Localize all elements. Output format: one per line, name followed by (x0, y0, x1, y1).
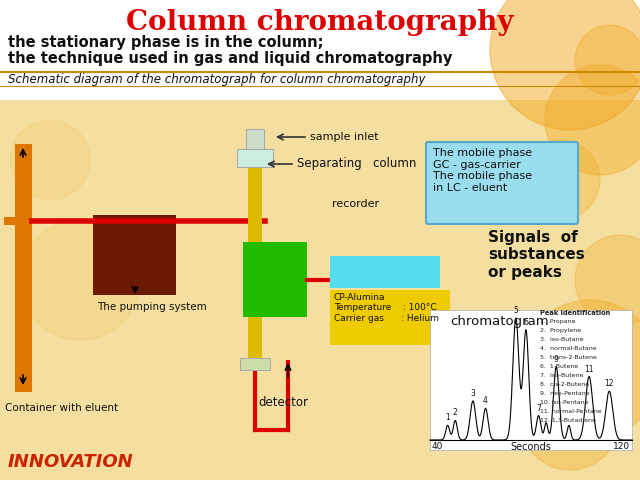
Text: INNOVATION: INNOVATION (8, 453, 134, 471)
Text: Separating   column: Separating column (297, 157, 417, 170)
Text: 8.  cis-2-Butene: 8. cis-2-Butene (540, 382, 589, 387)
Text: 12: 12 (605, 379, 614, 388)
Circle shape (520, 140, 600, 220)
Text: 120: 120 (613, 442, 630, 451)
Text: 12. 1,3-Butadiene: 12. 1,3-Butadiene (540, 418, 596, 423)
Circle shape (20, 220, 140, 340)
Text: Seconds: Seconds (511, 442, 552, 452)
Circle shape (520, 300, 640, 440)
Text: the stationary phase is in the column;: the stationary phase is in the column; (8, 35, 323, 49)
Text: Container with eluent: Container with eluent (5, 403, 118, 413)
Text: 3.  iso-Butane: 3. iso-Butane (540, 337, 584, 342)
Text: 2.  Propylene: 2. Propylene (540, 328, 581, 333)
Text: 4.  normal-Butane: 4. normal-Butane (540, 346, 596, 351)
Bar (15, 144, 32, 392)
Text: 11. normal-Pentane: 11. normal-Pentane (540, 409, 602, 414)
Text: Schematic diagram of the chromatograph for column chromatography: Schematic diagram of the chromatograph f… (8, 72, 426, 85)
Bar (246, 129, 264, 149)
Bar (4, 217, 17, 225)
Circle shape (490, 0, 640, 130)
Circle shape (575, 235, 640, 325)
FancyBboxPatch shape (426, 142, 578, 224)
Text: 6: 6 (524, 318, 529, 327)
Circle shape (10, 120, 90, 200)
Text: 6.  1-Butene: 6. 1-Butene (540, 364, 579, 369)
Text: 4: 4 (483, 396, 488, 405)
Circle shape (520, 370, 620, 470)
Text: Peak Identification: Peak Identification (540, 310, 611, 316)
Bar (248, 155, 262, 360)
Text: detector: detector (258, 396, 308, 408)
Text: The mobile phase
GC - gas-carrier
The mobile phase
in LC - eluent: The mobile phase GC - gas-carrier The mo… (433, 148, 532, 193)
Text: 5: 5 (513, 306, 518, 315)
Text: 40: 40 (432, 442, 444, 451)
Bar (0, 0, 640, 100)
Bar (330, 290, 450, 345)
Text: 5.  trans-2-Butene: 5. trans-2-Butene (540, 355, 597, 360)
Bar (237, 149, 273, 167)
Text: 10. iso-Pentane: 10. iso-Pentane (540, 400, 589, 405)
Text: 11: 11 (584, 365, 594, 373)
Circle shape (545, 65, 640, 175)
Text: 2: 2 (453, 408, 458, 418)
Text: 9.  neo-Pentane: 9. neo-Pentane (540, 391, 589, 396)
Circle shape (575, 25, 640, 95)
Text: 7.  iso-Butene: 7. iso-Butene (540, 373, 584, 378)
Text: 9: 9 (554, 355, 559, 364)
Text: CP-Alumina
Temperature    : 100°C
Carrier gas      : Helium: CP-Alumina Temperature : 100°C Carrier g… (334, 293, 439, 323)
Bar (93, 215, 176, 295)
Text: Column chromatography: Column chromatography (126, 9, 514, 36)
Text: 3: 3 (470, 389, 476, 398)
Text: sample inlet: sample inlet (310, 132, 379, 142)
Text: recorder: recorder (332, 199, 379, 209)
Text: 1: 1 (445, 413, 450, 422)
Bar (0, 100, 640, 480)
Text: the technique used in gas and liquid chromatography: the technique used in gas and liquid chr… (8, 50, 452, 65)
Text: 7: 7 (536, 404, 541, 413)
Text: 1.  Propane: 1. Propane (540, 319, 575, 324)
Bar (240, 358, 270, 370)
Bar (243, 242, 307, 317)
Bar (330, 256, 440, 288)
Text: chromatogram: chromatogram (450, 315, 548, 328)
Bar (430, 310, 632, 450)
Text: The pumping system: The pumping system (97, 302, 207, 312)
Text: Signals  of
substances
or peaks: Signals of substances or peaks (488, 230, 585, 280)
